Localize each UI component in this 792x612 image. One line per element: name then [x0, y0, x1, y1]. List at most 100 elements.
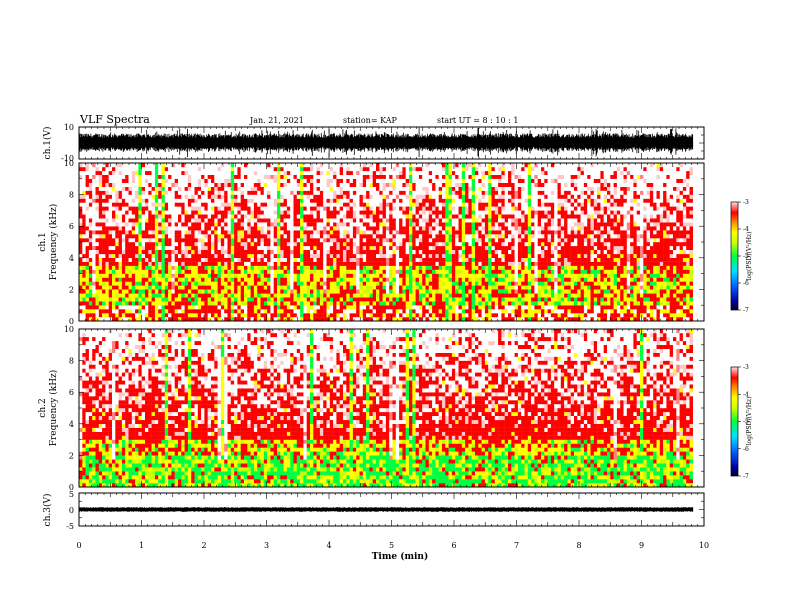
- spectrogram-cell: [158, 226, 162, 231]
- spectrogram-cell: [303, 218, 307, 223]
- spectrogram-cell: [534, 285, 538, 290]
- spectrogram-cell: [316, 261, 321, 266]
- spectrogram-cell: [273, 257, 278, 262]
- spectrogram-cell: [296, 301, 301, 306]
- spectrogram-cell: [442, 313, 446, 318]
- spectrogram-cell: [484, 226, 489, 231]
- spectrogram-cell: [178, 249, 182, 255]
- spectrogram-cell: [230, 269, 235, 274]
- spectrogram-cell: [349, 245, 354, 250]
- spectrogram-cell: [478, 265, 482, 270]
- spectrogram-cell: [488, 317, 492, 322]
- spectrogram-cell: [105, 261, 109, 266]
- spectrogram-cell: [577, 265, 581, 270]
- spectrogram-cell: [514, 242, 519, 247]
- spectrogram-cell: [564, 226, 568, 231]
- spectrogram-cell: [607, 281, 611, 286]
- spectrogram-cell: [448, 226, 453, 231]
- spectrogram-cell: [451, 249, 456, 255]
- spectrogram-cell: [577, 269, 581, 274]
- spectrogram-cell: [260, 265, 264, 270]
- spectrogram-cell: [79, 309, 83, 314]
- spectrogram-cell: [425, 305, 429, 310]
- spectrogram-cell: [676, 285, 680, 290]
- spectrogram-cell: [339, 289, 344, 294]
- spectrogram-cell: [527, 222, 532, 227]
- spectrogram-cell: [201, 249, 205, 255]
- spectrogram-cell: [501, 317, 505, 322]
- spectrogram-cell: [689, 305, 693, 310]
- spectrogram-cell: [118, 301, 123, 306]
- spectrogram-cell: [511, 234, 515, 239]
- spectrogram-cell: [201, 293, 205, 298]
- spectrogram-cell: [488, 301, 492, 306]
- spectrogram-cell: [141, 265, 146, 270]
- spectrogram-cell: [313, 309, 317, 314]
- spectrogram-cell: [590, 226, 594, 231]
- spectrogram-cell: [564, 249, 568, 255]
- spectrogram-cell: [636, 313, 641, 318]
- spectrogram-cell: [82, 245, 86, 250]
- spectrogram-cell: [197, 218, 202, 223]
- spectrogram-cell: [181, 313, 185, 318]
- spectrogram-cell: [610, 309, 614, 314]
- spectrogram-cell: [356, 261, 360, 266]
- spectrogram-cell: [435, 301, 439, 306]
- spectrogram-cell: [501, 293, 505, 298]
- spectrogram-cell: [580, 257, 585, 262]
- spectrogram-cell: [458, 277, 462, 282]
- spectrogram-cell: [270, 305, 274, 310]
- spectrogram-cell: [283, 261, 288, 266]
- spectrogram-cell: [220, 305, 225, 310]
- spectrogram-cell: [686, 269, 690, 274]
- spectrogram-cell: [121, 238, 126, 243]
- spectrogram-cell: [352, 317, 357, 322]
- spectrogram-cell: [339, 277, 344, 282]
- spectrogram-cell: [649, 313, 654, 318]
- spectrogram-cell: [128, 226, 132, 231]
- spectrogram-cell: [336, 277, 340, 282]
- spectrogram-cell: [135, 277, 139, 282]
- spectrogram-cell: [329, 234, 334, 239]
- spectrogram-cell: [293, 277, 297, 282]
- spectrogram-cell: [131, 238, 136, 243]
- spectrogram-cell: [686, 277, 690, 282]
- spectrogram-cell: [567, 281, 571, 286]
- spectrogram-cell: [131, 285, 136, 290]
- spectrogram-cell: [217, 226, 222, 231]
- spectrogram-cell: [300, 317, 304, 322]
- spectrogram-cell: [95, 313, 99, 318]
- spectrogram-cell: [250, 218, 255, 223]
- spectrogram-cell: [488, 277, 492, 282]
- spectrogram-cell: [105, 309, 109, 314]
- spectrogram-cell: [343, 289, 347, 294]
- spectrogram-cell: [204, 301, 208, 306]
- spectrogram-cell: [379, 305, 383, 310]
- spectrogram-cell: [115, 245, 119, 250]
- spectrogram-cell: [197, 285, 202, 290]
- spectrogram-cell: [250, 293, 255, 298]
- spectrogram-cell: [267, 218, 271, 223]
- spectrogram-cell: [491, 317, 495, 322]
- spectrogram-cell: [273, 230, 278, 235]
- spectrogram-cell: [663, 297, 667, 302]
- spectrogram-cell: [214, 249, 218, 255]
- spectrogram-cell: [131, 289, 136, 294]
- spectrogram-cell: [517, 242, 522, 247]
- spectrogram-cell: [270, 273, 274, 278]
- spectrogram-cell: [531, 230, 535, 235]
- spectrogram-cell: [656, 261, 660, 266]
- spectrogram-cell: [257, 309, 261, 314]
- spectrogram-cell: [537, 277, 542, 282]
- spectrogram-cell: [471, 222, 476, 227]
- spectrogram-cell: [376, 249, 380, 255]
- spectrogram-cell: [194, 309, 198, 314]
- spectrogram-cell: [187, 305, 192, 310]
- spectrogram-cell: [286, 289, 291, 294]
- spectrogram-cell: [184, 269, 189, 274]
- spectrogram-cell: [214, 218, 218, 223]
- spectrogram-cell: [211, 273, 215, 278]
- spectrogram-cell: [253, 265, 258, 270]
- spectrogram-cell: [494, 297, 499, 302]
- spectrogram-cell: [412, 317, 416, 322]
